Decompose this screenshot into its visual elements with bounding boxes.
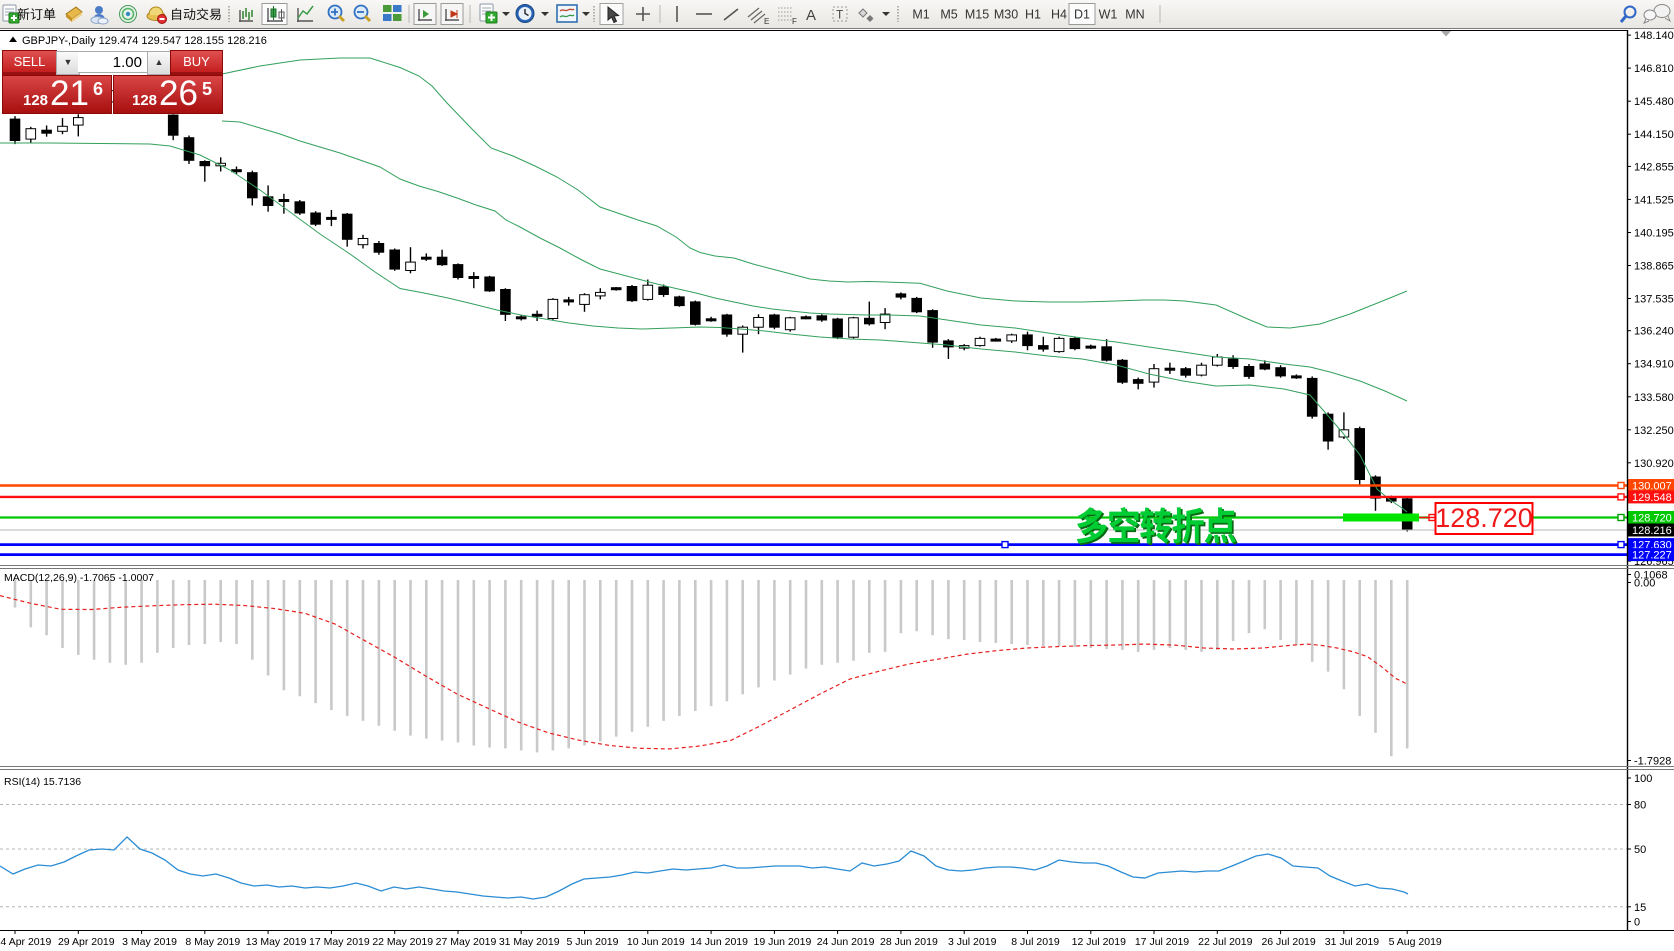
svg-text:138.865: 138.865: [1634, 261, 1674, 273]
svg-text:12 Jul 2019: 12 Jul 2019: [1072, 936, 1126, 948]
svg-text:31 Jul 2019: 31 Jul 2019: [1325, 936, 1379, 948]
svg-text:0: 0: [1634, 917, 1640, 929]
svg-text:5 Aug 2019: 5 Aug 2019: [1389, 936, 1442, 948]
svg-text:8 May 2019: 8 May 2019: [185, 936, 240, 948]
svg-text:GBPJPY-,Daily 129.474 129.547: GBPJPY-,Daily 129.474 129.547 128.155 12…: [22, 35, 267, 47]
svg-text:24 Jun 2019: 24 Jun 2019: [817, 936, 875, 948]
svg-text:W1: W1: [1099, 8, 1118, 22]
svg-text:T: T: [836, 8, 844, 22]
svg-text:134.910: 134.910: [1634, 359, 1674, 371]
svg-text:26 Jul 2019: 26 Jul 2019: [1261, 936, 1315, 948]
svg-text:148.140: 148.140: [1634, 30, 1674, 42]
svg-text:17 Jul 2019: 17 Jul 2019: [1135, 936, 1189, 948]
svg-text:M15: M15: [965, 8, 989, 22]
svg-text:0.1068: 0.1068: [1634, 570, 1668, 582]
svg-text:3 May 2019: 3 May 2019: [122, 936, 177, 948]
svg-text:80: 80: [1634, 800, 1646, 812]
svg-text:F: F: [792, 17, 797, 26]
svg-text:M1: M1: [912, 8, 929, 22]
svg-text:E: E: [764, 17, 769, 26]
svg-text:H4: H4: [1051, 8, 1067, 22]
svg-text:27 May 2019: 27 May 2019: [436, 936, 497, 948]
svg-text:H1: H1: [1025, 8, 1041, 22]
svg-text:MACD(12,26,9) -1.7065 -1.0007: MACD(12,26,9) -1.7065 -1.0007: [4, 572, 154, 584]
svg-text:15: 15: [1634, 902, 1646, 914]
svg-text:-1.7928: -1.7928: [1634, 756, 1671, 768]
svg-text:128.720: 128.720: [1632, 513, 1672, 525]
svg-text:145.480: 145.480: [1634, 96, 1674, 108]
svg-text:5 Jun 2019: 5 Jun 2019: [567, 936, 619, 948]
svg-text:141.525: 141.525: [1634, 194, 1674, 206]
svg-text:MN: MN: [1125, 8, 1144, 22]
svg-text:28 Jun 2019: 28 Jun 2019: [880, 936, 938, 948]
svg-text:22 Jul 2019: 22 Jul 2019: [1198, 936, 1252, 948]
svg-text:19 Jun 2019: 19 Jun 2019: [753, 936, 811, 948]
svg-text:128.720: 128.720: [1435, 503, 1533, 533]
svg-text:RSI(14) 15.7136: RSI(14) 15.7136: [4, 776, 81, 788]
svg-text:8 Jul 2019: 8 Jul 2019: [1011, 936, 1060, 948]
svg-text:29 Apr 2019: 29 Apr 2019: [58, 936, 115, 948]
svg-text:A: A: [806, 7, 816, 24]
svg-text:144.150: 144.150: [1634, 129, 1674, 141]
svg-text:31 May 2019: 31 May 2019: [499, 936, 560, 948]
svg-text:132.250: 132.250: [1634, 425, 1674, 437]
svg-text:24 Apr 2019: 24 Apr 2019: [0, 936, 51, 948]
svg-text:142.855: 142.855: [1634, 161, 1674, 173]
svg-text:127.227: 127.227: [1632, 550, 1672, 562]
svg-text:0.00: 0.00: [1634, 578, 1655, 590]
svg-text:10 Jun 2019: 10 Jun 2019: [627, 936, 685, 948]
svg-text:17 May 2019: 17 May 2019: [309, 936, 370, 948]
svg-text:140.195: 140.195: [1634, 228, 1674, 240]
svg-text:130.007: 130.007: [1632, 481, 1672, 493]
svg-text:D1: D1: [1074, 8, 1090, 22]
svg-text:3 Jul 2019: 3 Jul 2019: [948, 936, 997, 948]
svg-text:14 Jun 2019: 14 Jun 2019: [690, 936, 748, 948]
svg-text:130.920: 130.920: [1634, 458, 1674, 470]
svg-text:128.216: 128.216: [1632, 525, 1672, 537]
svg-text:137.535: 137.535: [1634, 294, 1674, 306]
svg-text:M5: M5: [940, 8, 957, 22]
svg-text:13 May 2019: 13 May 2019: [246, 936, 307, 948]
svg-text:129.548: 129.548: [1632, 492, 1672, 504]
svg-text:M30: M30: [994, 8, 1018, 22]
svg-text:100: 100: [1634, 773, 1652, 785]
svg-text:50: 50: [1634, 844, 1646, 856]
svg-text:136.240: 136.240: [1634, 326, 1674, 338]
svg-text:146.810: 146.810: [1634, 63, 1674, 75]
svg-text:133.580: 133.580: [1634, 392, 1674, 404]
svg-text:22 May 2019: 22 May 2019: [372, 936, 433, 948]
